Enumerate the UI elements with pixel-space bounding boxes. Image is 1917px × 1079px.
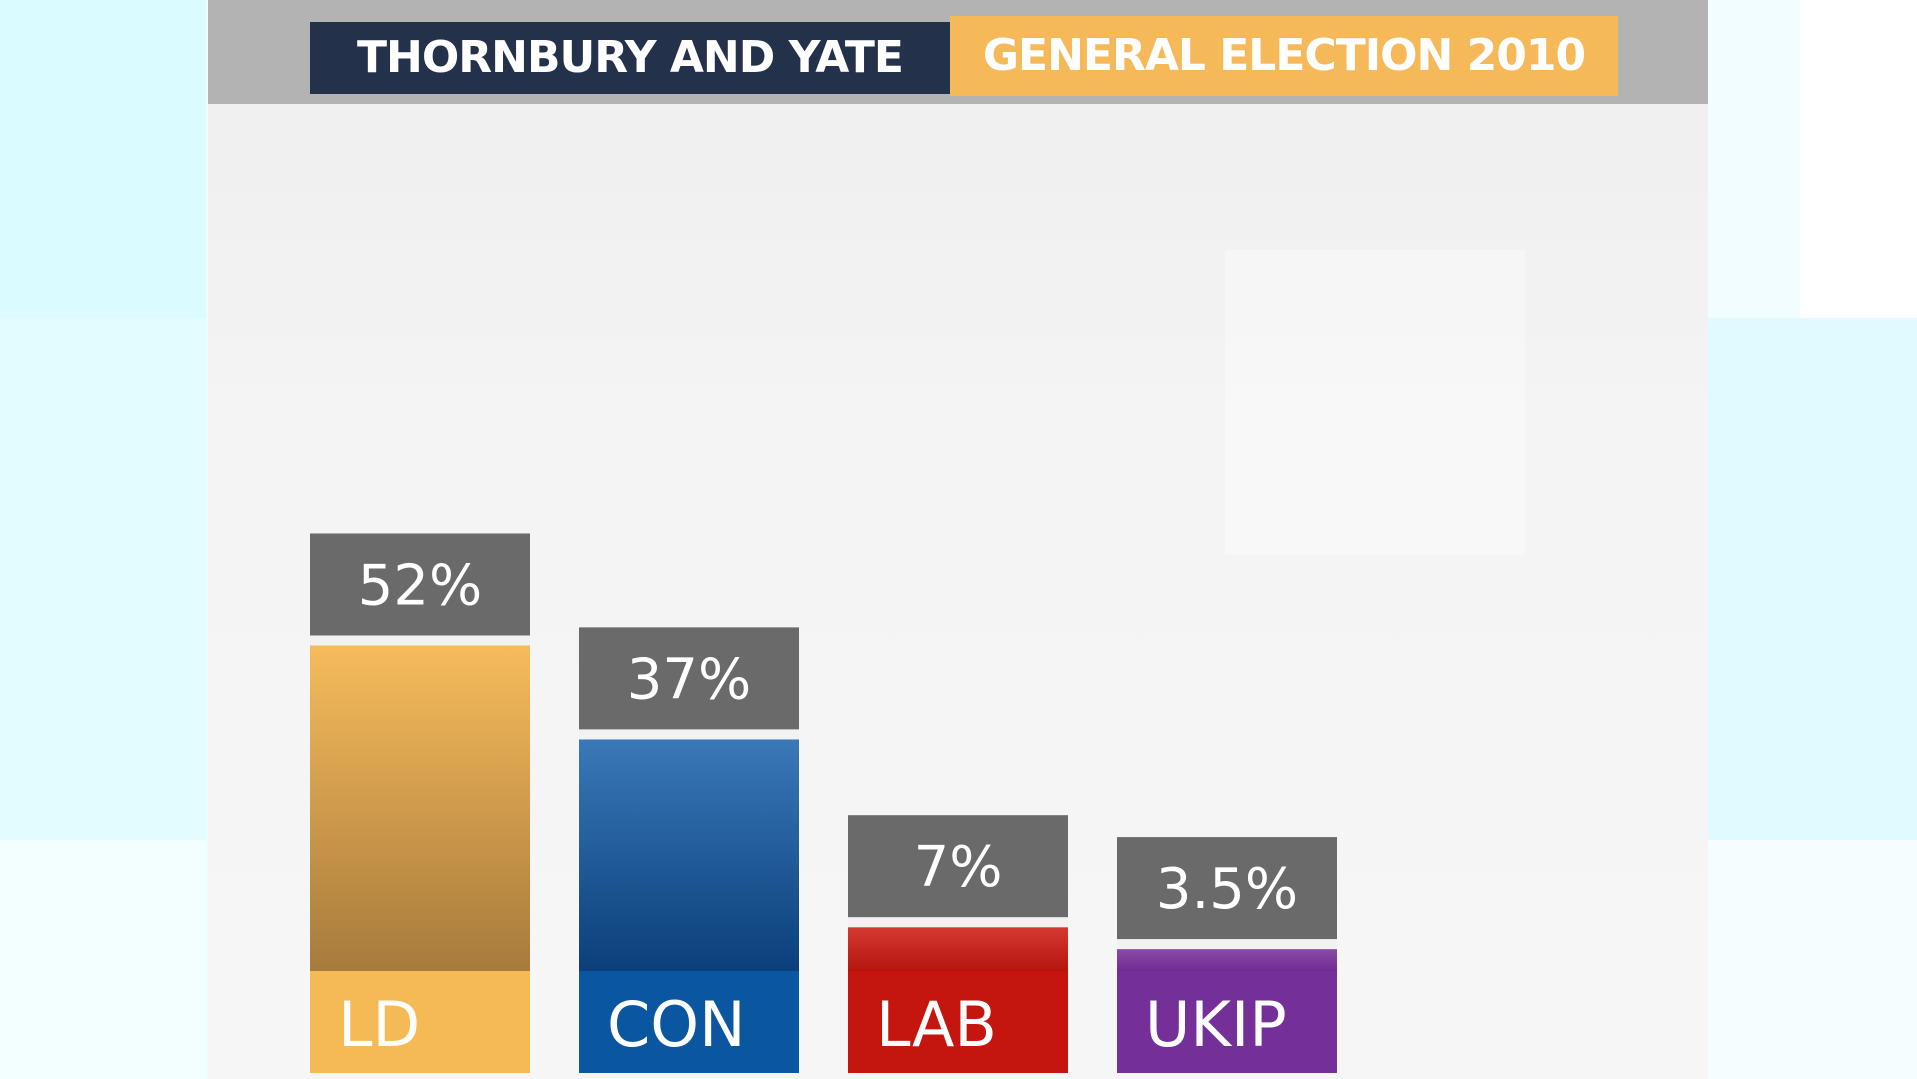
category-label-con: CON — [607, 988, 745, 1061]
bar-label-block-ukip — [1117, 971, 1337, 1073]
background-tile — [1800, 0, 1917, 318]
category-label-ukip: UKIP — [1145, 988, 1287, 1061]
background-tile — [0, 318, 206, 840]
bar-separator — [579, 729, 799, 740]
category-label-lab: LAB — [876, 988, 997, 1061]
constituency-title: THORNBURY AND YATE — [310, 22, 950, 94]
bar-ld — [310, 645, 530, 971]
value-box-ukip — [1117, 837, 1337, 940]
value-box-lab — [848, 815, 1068, 918]
data-label-con: 37% — [627, 647, 751, 712]
data-label-ukip: 3.5% — [1156, 857, 1298, 922]
data-label-ld: 52% — [358, 553, 482, 618]
bar-label-block-ld — [310, 971, 530, 1073]
background-tile — [1708, 840, 1917, 1079]
bar-con — [579, 739, 799, 971]
bar-label-block-lab — [848, 971, 1068, 1073]
bar-label-block-con — [579, 971, 799, 1073]
bar-separator — [1117, 939, 1337, 950]
bar-separator — [848, 917, 1068, 928]
background-tile — [0, 840, 206, 1079]
bar-separator — [310, 635, 530, 646]
bar-ukip — [1117, 949, 1337, 971]
value-box-ld — [310, 533, 530, 636]
bar-lab — [848, 927, 1068, 971]
data-label-lab: 7% — [914, 835, 1003, 900]
background-tile — [0, 0, 206, 318]
value-box-con — [579, 627, 799, 730]
category-label-ld: LD — [338, 988, 420, 1061]
election-title: GENERAL ELECTION 2010 — [950, 16, 1618, 96]
background-tile — [1708, 318, 1917, 840]
background-tile — [1708, 0, 1800, 318]
panel-highlight — [1225, 250, 1525, 555]
